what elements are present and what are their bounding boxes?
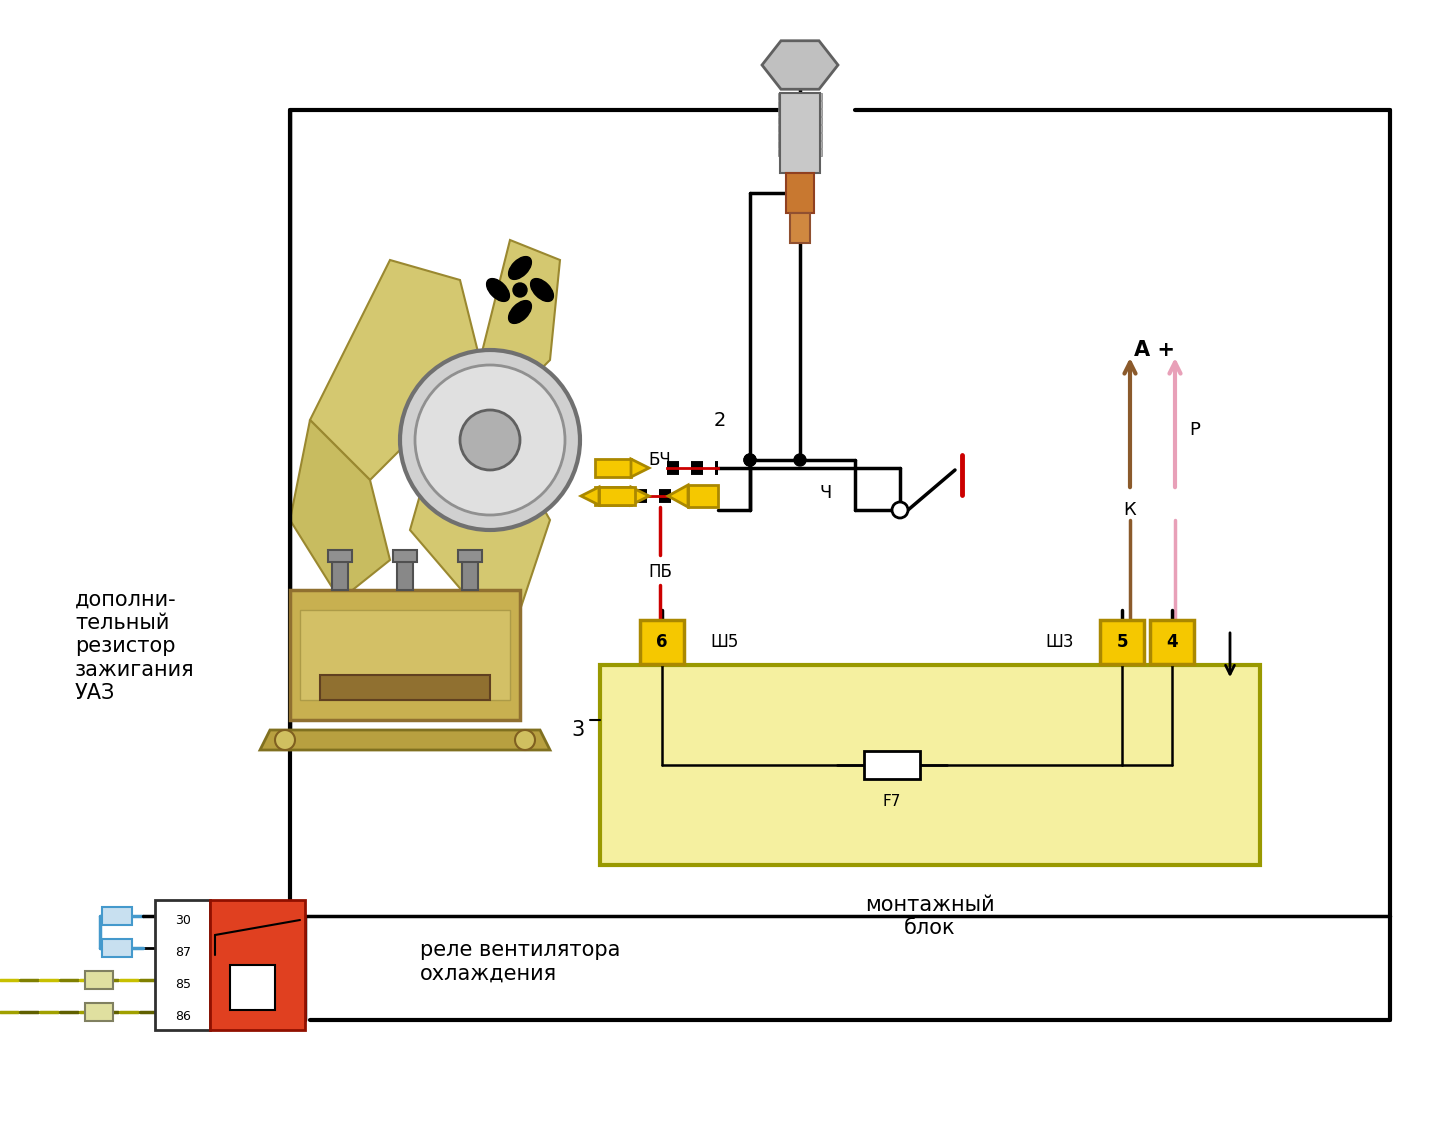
Bar <box>299 610 510 700</box>
Text: F7: F7 <box>882 794 901 809</box>
Bar <box>778 109 822 116</box>
Bar <box>600 665 1260 865</box>
Ellipse shape <box>508 301 531 323</box>
Bar <box>458 550 483 562</box>
Bar <box>778 116 822 124</box>
Circle shape <box>400 349 580 530</box>
Circle shape <box>415 365 566 515</box>
Circle shape <box>513 283 527 297</box>
Bar <box>778 133 822 140</box>
Text: БЧ: БЧ <box>649 451 670 469</box>
Circle shape <box>516 729 536 750</box>
Bar <box>863 751 919 779</box>
Bar <box>397 560 412 590</box>
Text: 4: 4 <box>1166 633 1177 651</box>
Circle shape <box>892 502 908 518</box>
Circle shape <box>745 454 756 466</box>
Polygon shape <box>480 240 560 400</box>
Text: дополни-
тельный
резистор
зажигания
УАЗ: дополни- тельный резистор зажигания УАЗ <box>74 590 195 702</box>
Polygon shape <box>632 487 649 506</box>
Circle shape <box>275 729 295 750</box>
Bar <box>778 93 822 100</box>
Bar <box>155 900 211 1030</box>
Bar <box>84 1003 113 1021</box>
Ellipse shape <box>508 257 531 279</box>
Circle shape <box>460 411 520 470</box>
Bar <box>211 900 305 1030</box>
Bar <box>84 972 113 988</box>
Text: ПБ: ПБ <box>649 563 672 581</box>
Text: Ш5: Ш5 <box>710 633 739 651</box>
Bar <box>1100 620 1144 664</box>
Bar <box>640 620 684 664</box>
Text: 85: 85 <box>175 977 190 991</box>
Text: 2: 2 <box>713 411 726 430</box>
Bar <box>596 487 632 506</box>
Text: 3: 3 <box>571 720 584 740</box>
Polygon shape <box>261 729 550 750</box>
Text: Ш3: Ш3 <box>1045 633 1074 651</box>
Text: Ч: Ч <box>821 484 832 502</box>
Polygon shape <box>410 450 550 610</box>
Polygon shape <box>667 485 687 507</box>
Bar <box>463 560 478 590</box>
Bar <box>102 907 132 925</box>
Text: 6: 6 <box>656 633 667 651</box>
Bar <box>291 590 520 720</box>
Polygon shape <box>762 41 838 89</box>
Text: К: К <box>1124 501 1137 519</box>
Text: 86: 86 <box>175 1010 190 1022</box>
Text: 30: 30 <box>175 914 190 926</box>
Bar <box>392 550 417 562</box>
Text: Р: Р <box>1190 421 1200 439</box>
Bar <box>778 126 822 132</box>
Circle shape <box>793 454 806 466</box>
Bar <box>778 141 822 148</box>
Bar <box>687 485 717 507</box>
Bar <box>596 459 632 477</box>
Bar <box>231 965 275 1010</box>
Bar <box>790 213 811 243</box>
Bar <box>332 560 348 590</box>
Text: реле вентилятора
охлаждения: реле вентилятора охлаждения <box>420 940 620 983</box>
Bar <box>102 939 132 957</box>
Polygon shape <box>291 420 390 601</box>
Bar <box>778 101 822 107</box>
Bar <box>319 675 490 700</box>
Bar <box>328 550 352 562</box>
Bar <box>1150 620 1194 664</box>
Bar <box>778 149 822 156</box>
Bar <box>786 173 813 213</box>
Text: 87: 87 <box>175 946 190 958</box>
Text: 5: 5 <box>1117 633 1128 651</box>
Polygon shape <box>581 487 599 506</box>
Text: А +: А + <box>1134 340 1176 360</box>
Text: монтажный
блок: монтажный блок <box>865 895 995 939</box>
Ellipse shape <box>487 278 510 301</box>
Circle shape <box>745 454 756 466</box>
Polygon shape <box>309 260 480 480</box>
Bar <box>599 487 634 506</box>
Ellipse shape <box>531 278 553 301</box>
Bar <box>780 93 821 173</box>
Polygon shape <box>632 459 649 477</box>
